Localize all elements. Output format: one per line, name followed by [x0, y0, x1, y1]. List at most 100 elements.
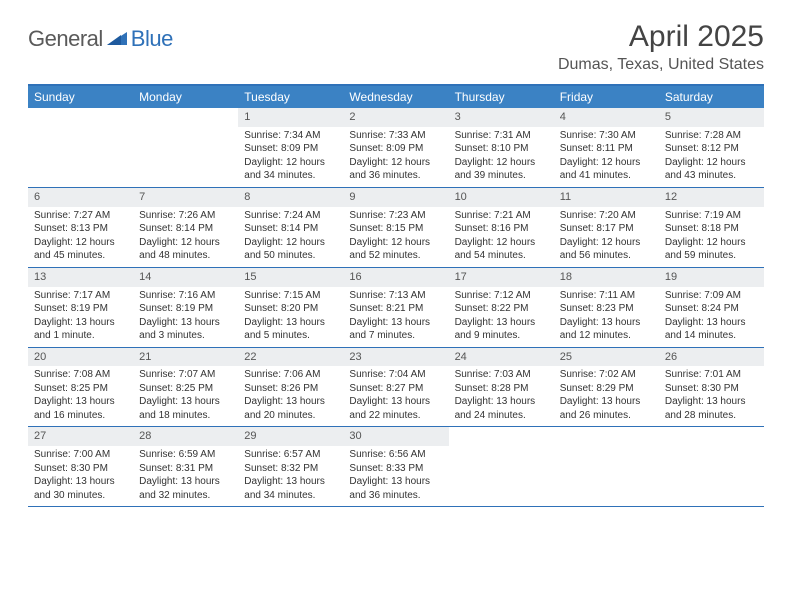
brand-name-1: General: [28, 26, 103, 52]
empty-cell: [554, 427, 659, 506]
daylight-line: Daylight: 12 hours and 45 minutes.: [34, 236, 127, 263]
day-cell: 9Sunrise: 7:23 AMSunset: 8:15 PMDaylight…: [343, 188, 448, 267]
day-details: Sunrise: 7:33 AMSunset: 8:09 PMDaylight:…: [343, 127, 448, 187]
sunrise-line: Sunrise: 7:21 AM: [455, 209, 548, 223]
day-cell: 8Sunrise: 7:24 AMSunset: 8:14 PMDaylight…: [238, 188, 343, 267]
daylight-line: Daylight: 13 hours and 14 minutes.: [665, 316, 758, 343]
daylight-line: Daylight: 13 hours and 26 minutes.: [560, 395, 653, 422]
day-number: 18: [554, 268, 659, 287]
day-header-cell: Monday: [133, 86, 238, 108]
day-cell: 27Sunrise: 7:00 AMSunset: 8:30 PMDayligh…: [28, 427, 133, 506]
week-row: 1Sunrise: 7:34 AMSunset: 8:09 PMDaylight…: [28, 108, 764, 188]
sunrise-line: Sunrise: 7:26 AM: [139, 209, 232, 223]
day-number: 20: [28, 348, 133, 367]
daylight-line: Daylight: 12 hours and 48 minutes.: [139, 236, 232, 263]
day-number: 28: [133, 427, 238, 446]
sunrise-line: Sunrise: 7:03 AM: [455, 368, 548, 382]
sunset-line: Sunset: 8:31 PM: [139, 462, 232, 476]
day-number: 24: [449, 348, 554, 367]
sunrise-line: Sunrise: 6:56 AM: [349, 448, 442, 462]
day-cell: 25Sunrise: 7:02 AMSunset: 8:29 PMDayligh…: [554, 348, 659, 427]
day-cell: 5Sunrise: 7:28 AMSunset: 8:12 PMDaylight…: [659, 108, 764, 187]
empty-cell: [449, 427, 554, 506]
sunrise-line: Sunrise: 7:15 AM: [244, 289, 337, 303]
week-row: 20Sunrise: 7:08 AMSunset: 8:25 PMDayligh…: [28, 348, 764, 428]
day-number: 15: [238, 268, 343, 287]
day-details: Sunrise: 7:03 AMSunset: 8:28 PMDaylight:…: [449, 366, 554, 426]
daylight-line: Daylight: 13 hours and 9 minutes.: [455, 316, 548, 343]
day-cell: 19Sunrise: 7:09 AMSunset: 8:24 PMDayligh…: [659, 268, 764, 347]
week-row: 13Sunrise: 7:17 AMSunset: 8:19 PMDayligh…: [28, 268, 764, 348]
sunset-line: Sunset: 8:17 PM: [560, 222, 653, 236]
day-details: Sunrise: 7:08 AMSunset: 8:25 PMDaylight:…: [28, 366, 133, 426]
daylight-line: Daylight: 13 hours and 7 minutes.: [349, 316, 442, 343]
day-details: Sunrise: 7:28 AMSunset: 8:12 PMDaylight:…: [659, 127, 764, 187]
sunrise-line: Sunrise: 7:27 AM: [34, 209, 127, 223]
sunrise-line: Sunrise: 7:23 AM: [349, 209, 442, 223]
day-details: Sunrise: 7:31 AMSunset: 8:10 PMDaylight:…: [449, 127, 554, 187]
day-cell: 4Sunrise: 7:30 AMSunset: 8:11 PMDaylight…: [554, 108, 659, 187]
sunset-line: Sunset: 8:30 PM: [34, 462, 127, 476]
daylight-line: Daylight: 13 hours and 22 minutes.: [349, 395, 442, 422]
sunset-line: Sunset: 8:19 PM: [139, 302, 232, 316]
sunrise-line: Sunrise: 7:31 AM: [455, 129, 548, 143]
day-number: 5: [659, 108, 764, 127]
day-details: Sunrise: 7:21 AMSunset: 8:16 PMDaylight:…: [449, 207, 554, 267]
day-details: Sunrise: 7:04 AMSunset: 8:27 PMDaylight:…: [343, 366, 448, 426]
sunset-line: Sunset: 8:14 PM: [139, 222, 232, 236]
sunrise-line: Sunrise: 6:57 AM: [244, 448, 337, 462]
header-row: General Blue April 2025 Dumas, Texas, Un…: [28, 20, 764, 78]
day-header-cell: Friday: [554, 86, 659, 108]
daylight-line: Daylight: 13 hours and 34 minutes.: [244, 475, 337, 502]
sunset-line: Sunset: 8:22 PM: [455, 302, 548, 316]
sunrise-line: Sunrise: 7:09 AM: [665, 289, 758, 303]
daylight-line: Daylight: 13 hours and 32 minutes.: [139, 475, 232, 502]
day-details: Sunrise: 7:02 AMSunset: 8:29 PMDaylight:…: [554, 366, 659, 426]
empty-cell: [28, 108, 133, 187]
brand-name-2: Blue: [131, 26, 173, 52]
day-details: Sunrise: 7:13 AMSunset: 8:21 PMDaylight:…: [343, 287, 448, 347]
day-number: 6: [28, 188, 133, 207]
sunset-line: Sunset: 8:15 PM: [349, 222, 442, 236]
sunrise-line: Sunrise: 7:33 AM: [349, 129, 442, 143]
sunset-line: Sunset: 8:09 PM: [349, 142, 442, 156]
day-number: 27: [28, 427, 133, 446]
day-cell: 24Sunrise: 7:03 AMSunset: 8:28 PMDayligh…: [449, 348, 554, 427]
day-number: 17: [449, 268, 554, 287]
day-number: 22: [238, 348, 343, 367]
daylight-line: Daylight: 13 hours and 5 minutes.: [244, 316, 337, 343]
daylight-line: Daylight: 12 hours and 54 minutes.: [455, 236, 548, 263]
sunrise-line: Sunrise: 7:08 AM: [34, 368, 127, 382]
day-details: Sunrise: 7:06 AMSunset: 8:26 PMDaylight:…: [238, 366, 343, 426]
day-number: 14: [133, 268, 238, 287]
daylight-line: Daylight: 13 hours and 36 minutes.: [349, 475, 442, 502]
day-cell: 6Sunrise: 7:27 AMSunset: 8:13 PMDaylight…: [28, 188, 133, 267]
day-cell: 14Sunrise: 7:16 AMSunset: 8:19 PMDayligh…: [133, 268, 238, 347]
day-cell: 15Sunrise: 7:15 AMSunset: 8:20 PMDayligh…: [238, 268, 343, 347]
day-details: Sunrise: 6:56 AMSunset: 8:33 PMDaylight:…: [343, 446, 448, 506]
sunrise-line: Sunrise: 7:01 AM: [665, 368, 758, 382]
sunset-line: Sunset: 8:21 PM: [349, 302, 442, 316]
day-cell: 18Sunrise: 7:11 AMSunset: 8:23 PMDayligh…: [554, 268, 659, 347]
sunrise-line: Sunrise: 7:20 AM: [560, 209, 653, 223]
empty-cell: [133, 108, 238, 187]
day-number: 21: [133, 348, 238, 367]
day-number: 30: [343, 427, 448, 446]
daylight-line: Daylight: 12 hours and 56 minutes.: [560, 236, 653, 263]
sunrise-line: Sunrise: 7:13 AM: [349, 289, 442, 303]
day-number: 9: [343, 188, 448, 207]
day-cell: 1Sunrise: 7:34 AMSunset: 8:09 PMDaylight…: [238, 108, 343, 187]
calendar-page: General Blue April 2025 Dumas, Texas, Un…: [0, 0, 792, 507]
day-cell: 16Sunrise: 7:13 AMSunset: 8:21 PMDayligh…: [343, 268, 448, 347]
day-number: 12: [659, 188, 764, 207]
day-details: Sunrise: 6:59 AMSunset: 8:31 PMDaylight:…: [133, 446, 238, 506]
daylight-line: Daylight: 12 hours and 34 minutes.: [244, 156, 337, 183]
daylight-line: Daylight: 13 hours and 3 minutes.: [139, 316, 232, 343]
day-cell: 3Sunrise: 7:31 AMSunset: 8:10 PMDaylight…: [449, 108, 554, 187]
location-text: Dumas, Texas, United States: [558, 56, 764, 74]
day-number: 10: [449, 188, 554, 207]
day-cell: 22Sunrise: 7:06 AMSunset: 8:26 PMDayligh…: [238, 348, 343, 427]
day-cell: 20Sunrise: 7:08 AMSunset: 8:25 PMDayligh…: [28, 348, 133, 427]
sunrise-line: Sunrise: 7:17 AM: [34, 289, 127, 303]
sunset-line: Sunset: 8:10 PM: [455, 142, 548, 156]
